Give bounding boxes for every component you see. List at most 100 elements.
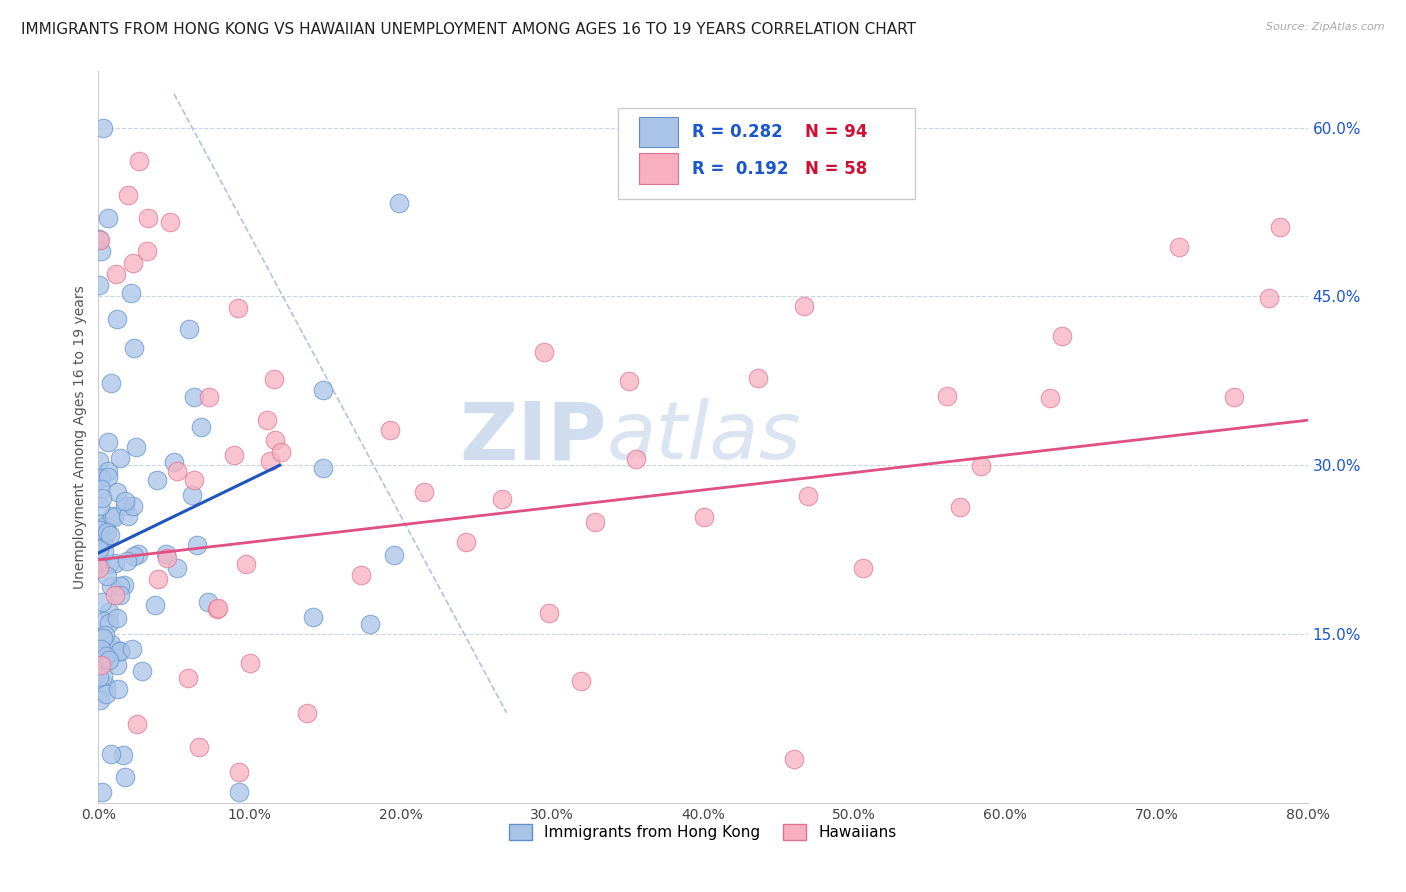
Point bbox=[107, 682, 129, 697]
Point bbox=[93, 544, 115, 558]
Point bbox=[96, 524, 118, 539]
Text: atlas: atlas bbox=[606, 398, 801, 476]
Point bbox=[89, 540, 111, 554]
Point bbox=[108, 451, 131, 466]
Text: ZIP: ZIP bbox=[458, 398, 606, 476]
Point bbox=[103, 510, 125, 524]
Point bbox=[155, 547, 177, 561]
Point bbox=[177, 672, 200, 686]
Point bbox=[114, 770, 136, 784]
Point bbox=[624, 452, 647, 467]
Point bbox=[104, 556, 127, 570]
Point bbox=[693, 510, 716, 524]
Point bbox=[226, 301, 249, 315]
Point bbox=[87, 556, 110, 570]
Point bbox=[125, 717, 148, 731]
Point bbox=[100, 637, 122, 651]
Point bbox=[259, 454, 281, 468]
Point bbox=[89, 557, 111, 571]
Point bbox=[302, 609, 325, 624]
Point bbox=[87, 670, 110, 684]
Text: R = 0.282: R = 0.282 bbox=[692, 123, 783, 141]
Point bbox=[159, 215, 181, 229]
Point bbox=[538, 606, 561, 620]
Point bbox=[122, 499, 145, 513]
Point bbox=[124, 440, 146, 454]
Point bbox=[110, 588, 132, 602]
Text: IMMIGRANTS FROM HONG KONG VS HAWAIIAN UNEMPLOYMENT AMONG AGES 16 TO 19 YEARS COR: IMMIGRANTS FROM HONG KONG VS HAWAIIAN UN… bbox=[21, 22, 917, 37]
Point bbox=[117, 554, 139, 568]
Point bbox=[312, 460, 335, 475]
Point bbox=[782, 752, 804, 766]
Point bbox=[117, 509, 139, 524]
Point bbox=[90, 471, 112, 485]
Point bbox=[110, 644, 132, 658]
Point bbox=[148, 572, 170, 586]
Point bbox=[87, 541, 110, 556]
Point bbox=[87, 554, 110, 568]
Point bbox=[295, 706, 318, 720]
Point bbox=[90, 642, 112, 657]
Point bbox=[131, 664, 153, 678]
Point bbox=[96, 679, 118, 693]
Point bbox=[122, 341, 145, 355]
Point bbox=[207, 601, 229, 615]
Point bbox=[121, 255, 143, 269]
Point bbox=[121, 642, 143, 657]
Text: N = 94: N = 94 bbox=[804, 123, 868, 141]
Point bbox=[89, 693, 111, 707]
Point bbox=[97, 211, 120, 225]
Point bbox=[94, 650, 117, 665]
Point bbox=[100, 376, 122, 390]
Point bbox=[108, 579, 131, 593]
Legend: Immigrants from Hong Kong, Hawaiians: Immigrants from Hong Kong, Hawaiians bbox=[503, 818, 903, 847]
Point bbox=[90, 491, 112, 506]
Point bbox=[114, 494, 136, 508]
Point bbox=[239, 656, 262, 670]
Point bbox=[114, 499, 136, 513]
Point bbox=[97, 605, 120, 619]
Point bbox=[89, 523, 111, 537]
Point bbox=[89, 454, 111, 468]
Point bbox=[935, 389, 957, 403]
Point bbox=[105, 484, 128, 499]
Point bbox=[197, 595, 219, 609]
Point bbox=[143, 599, 166, 613]
Point bbox=[112, 577, 135, 591]
Point bbox=[89, 482, 111, 496]
Point bbox=[91, 595, 114, 609]
Point bbox=[264, 433, 287, 447]
Point bbox=[312, 383, 335, 397]
Point bbox=[91, 120, 114, 135]
Bar bbox=[638, 153, 678, 184]
Point bbox=[87, 561, 110, 575]
Point bbox=[1039, 391, 1062, 405]
Point bbox=[105, 312, 128, 326]
Point bbox=[235, 558, 257, 572]
Point bbox=[222, 448, 245, 462]
Point bbox=[228, 784, 250, 798]
Point bbox=[228, 764, 250, 779]
Point bbox=[104, 588, 127, 602]
Point bbox=[793, 299, 815, 313]
Point bbox=[128, 154, 150, 169]
Point bbox=[166, 561, 188, 575]
Point bbox=[181, 488, 204, 502]
Point bbox=[179, 322, 201, 336]
Point bbox=[111, 748, 134, 763]
Point bbox=[89, 499, 111, 513]
Point bbox=[100, 747, 122, 761]
Point bbox=[103, 643, 125, 657]
Point bbox=[89, 278, 111, 293]
Point bbox=[413, 485, 436, 500]
Point bbox=[188, 739, 211, 754]
Bar bbox=[638, 117, 678, 147]
Point bbox=[94, 648, 117, 663]
Point bbox=[382, 548, 405, 562]
Point bbox=[156, 551, 179, 566]
Point bbox=[190, 419, 212, 434]
Point bbox=[350, 568, 373, 582]
Point bbox=[97, 434, 120, 449]
Point bbox=[100, 579, 122, 593]
Point bbox=[359, 617, 381, 632]
